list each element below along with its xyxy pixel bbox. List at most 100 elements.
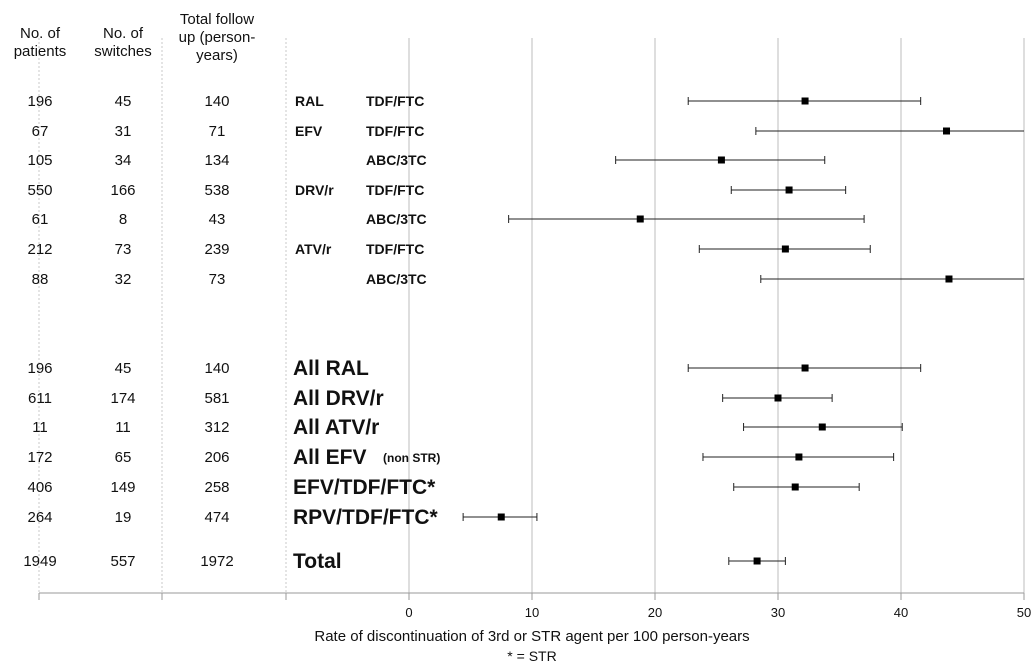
regimen-note: (non STR) — [383, 451, 440, 465]
table-row: 172 65 206 All EFV (non STR) — [27, 446, 440, 469]
cell-followup: 140 — [204, 360, 229, 377]
estimate-row — [760, 275, 1024, 283]
cell-switches: 32 — [115, 271, 132, 288]
estimate-row — [728, 557, 786, 565]
estimate-marks — [462, 97, 1024, 565]
point-estimate — [791, 483, 799, 491]
header-switches: No. of switches — [94, 25, 152, 60]
regimen-group: EFV/TDF/FTC* — [293, 476, 436, 499]
column-separators — [38, 38, 287, 593]
estimate-row — [687, 97, 922, 105]
table-row: 406 149 258 EFV/TDF/FTC* — [27, 476, 436, 499]
cell-followup: 474 — [204, 509, 229, 526]
point-estimate — [943, 127, 951, 135]
cell-switches: 31 — [115, 123, 132, 140]
estimate-row — [508, 215, 865, 223]
regimen-group: Total — [293, 550, 342, 573]
point-estimate — [801, 364, 809, 372]
estimate-row — [702, 453, 895, 461]
point-estimate — [818, 423, 826, 431]
cell-switches: 45 — [115, 93, 132, 110]
cell-switches: 34 — [115, 152, 132, 169]
cell-patients: 67 — [32, 123, 49, 140]
cell-followup: 43 — [209, 211, 226, 228]
cell-switches: 149 — [110, 479, 135, 496]
point-estimate — [795, 453, 803, 461]
regimen-group: RPV/TDF/FTC* — [293, 506, 438, 529]
cell-patients: 61 — [32, 211, 49, 228]
cell-patients: 212 — [27, 241, 52, 258]
cell-followup: 73 — [209, 271, 226, 288]
header-followup-line-0: Total follow — [180, 11, 254, 28]
regimen-drug: DRV/r — [295, 182, 334, 198]
header-followup-line-1: up (person- — [179, 29, 256, 46]
cell-followup: 71 — [209, 123, 226, 140]
table-row: 105 34 134 ABC/3TC — [27, 152, 426, 169]
point-estimate — [636, 215, 644, 223]
estimate-row — [730, 186, 847, 194]
regimen-backbone: TDF/FTC — [366, 123, 424, 139]
point-estimate — [753, 557, 761, 565]
cell-followup: 140 — [204, 93, 229, 110]
table-row: 611 174 581 All DRV/r — [28, 387, 384, 410]
cell-followup: 312 — [204, 419, 229, 436]
table-row: 196 45 140 All RAL — [27, 357, 369, 380]
header-switches-line-1: switches — [94, 43, 152, 60]
footnote: * = STR — [507, 648, 556, 664]
cell-switches: 174 — [110, 390, 135, 407]
cell-switches: 11 — [115, 419, 131, 436]
cell-switches: 65 — [115, 449, 132, 466]
cell-patients: 1949 — [23, 553, 56, 570]
regimen-backbone: TDF/FTC — [366, 93, 424, 109]
x-axis-title: Rate of discontinuation of 3rd or STR ag… — [314, 628, 749, 645]
cell-followup: 239 — [204, 241, 229, 258]
cell-followup: 134 — [204, 152, 229, 169]
regimen-group: All ATV/r — [293, 416, 379, 439]
regimen-backbone: ABC/3TC — [366, 152, 427, 168]
point-estimate — [785, 186, 793, 194]
gridlines — [408, 38, 1025, 593]
estimate-row — [687, 364, 922, 372]
table-row: 264 19 474 RPV/TDF/FTC* — [27, 506, 438, 529]
x-tick-label-4: 40 — [894, 605, 908, 620]
estimate-row — [615, 156, 826, 164]
header-patients-line-0: No. of — [20, 25, 61, 42]
table-row: 88 32 73 ABC/3TC — [32, 271, 427, 288]
cell-followup: 206 — [204, 449, 229, 466]
x-axis: 0 10 20 30 40 50 — [38, 592, 1031, 620]
cell-patients: 172 — [27, 449, 52, 466]
x-tick-label-5: 50 — [1017, 605, 1031, 620]
table-row: 1949 557 1972 Total — [23, 550, 341, 573]
regimen-drug: ATV/r — [295, 241, 332, 257]
x-tick-label-2: 20 — [648, 605, 662, 620]
cell-patients: 196 — [27, 360, 52, 377]
estimate-row — [733, 483, 860, 491]
cell-followup: 258 — [204, 479, 229, 496]
cell-followup: 538 — [204, 182, 229, 199]
regimen-backbone: TDF/FTC — [366, 241, 424, 257]
regimen-backbone: ABC/3TC — [366, 271, 427, 287]
cell-patients: 611 — [28, 390, 52, 407]
header-switches-line-0: No. of — [103, 25, 144, 42]
header-followup-line-2: years) — [196, 47, 238, 64]
regimen-group: All EFV — [293, 446, 367, 469]
cell-followup: 1972 — [200, 553, 233, 570]
cell-switches: 45 — [115, 360, 132, 377]
cell-switches: 73 — [115, 241, 132, 258]
x-tick-label-3: 30 — [771, 605, 785, 620]
regimen-drug: RAL — [295, 93, 324, 109]
table-row: 550 166 538 DRV/r TDF/FTC — [27, 182, 424, 199]
regimen-backbone: ABC/3TC — [366, 211, 427, 227]
cell-patients: 88 — [32, 271, 49, 288]
cell-patients: 550 — [27, 182, 52, 199]
header-followup: Total follow up (person-years) — [179, 11, 256, 64]
point-estimate — [497, 513, 505, 521]
table-row: 212 73 239 ATV/r TDF/FTC — [27, 241, 424, 258]
cell-switches: 8 — [119, 211, 127, 228]
regimen-drug: EFV — [295, 123, 323, 139]
point-estimate — [774, 394, 782, 402]
estimate-row — [755, 127, 1024, 135]
